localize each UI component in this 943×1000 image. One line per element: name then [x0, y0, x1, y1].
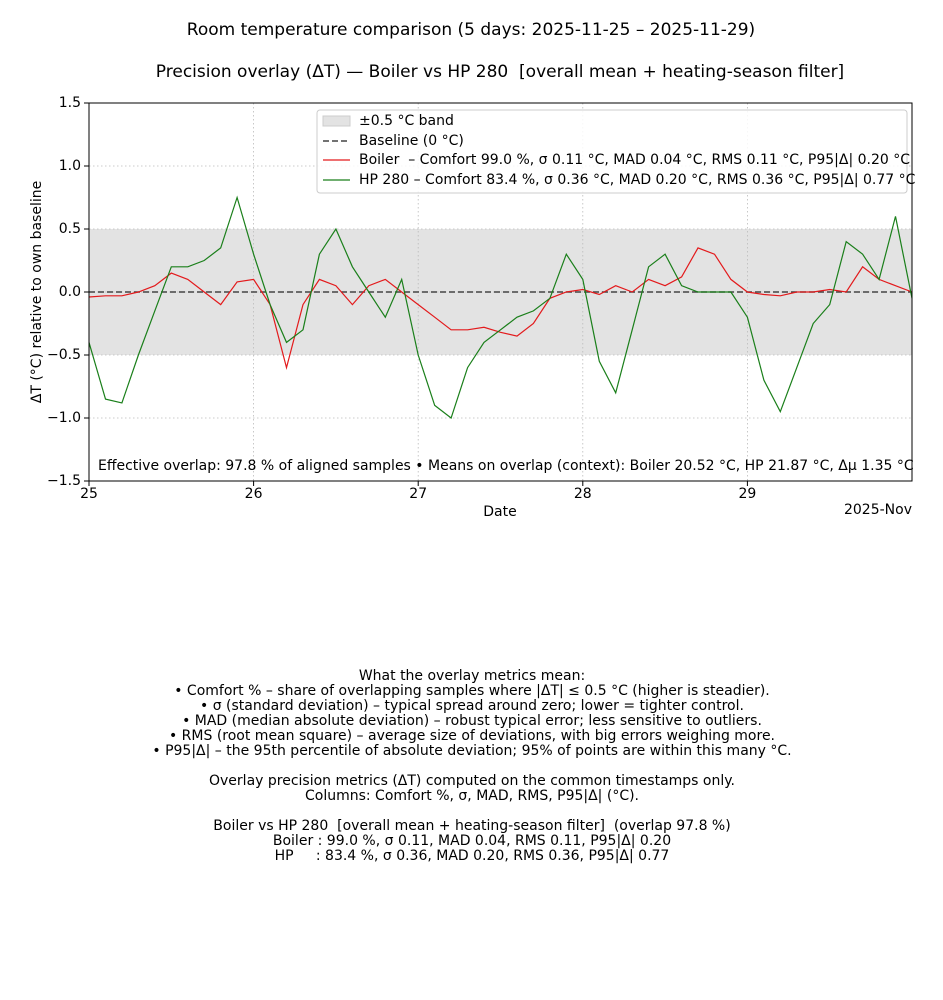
y-tick-label: 1.0 — [59, 158, 81, 174]
x-offset-label: 2025-Nov — [844, 502, 912, 518]
legend-swatch — [322, 115, 351, 127]
y-tick-label: 1.5 — [59, 95, 81, 111]
legend-label: Boiler – Comfort 99.0 %, σ 0.11 °C, MAD … — [359, 152, 910, 168]
x-tick-label: 25 — [80, 486, 98, 502]
comfort-band — [89, 229, 912, 355]
x-tick-label: 29 — [738, 486, 756, 502]
note-line: • Comfort % – share of overlapping sampl… — [174, 683, 770, 699]
note-line: Boiler vs HP 280 [overall mean + heating… — [213, 818, 730, 834]
x-axis-label: Date — [483, 504, 516, 520]
chart-subtitle: Precision overlay (ΔT) — Boiler vs HP 28… — [156, 62, 844, 82]
note-line: Overlay precision metrics (ΔT) computed … — [209, 773, 735, 789]
annotation: Effective overlap: 97.8 % of aligned sam… — [98, 458, 914, 474]
y-tick-label: 0.0 — [59, 284, 81, 300]
x-tick-label: 27 — [409, 486, 427, 502]
series-line — [88, 195, 913, 419]
note-line: • σ (standard deviation) – typical sprea… — [200, 698, 744, 714]
x-tick-label: 26 — [245, 486, 263, 502]
series-line — [88, 247, 913, 370]
legend-label: ±0.5 °C band — [359, 113, 454, 129]
note-line: Boiler : 99.0 %, σ 0.11, MAD 0.04, RMS 0… — [273, 833, 671, 849]
y-axis-label: ΔT (°C) relative to own baseline — [29, 181, 45, 403]
note-line: • RMS (root mean square) – average size … — [169, 728, 775, 744]
note-line: HP : 83.4 %, σ 0.36, MAD 0.20, RMS 0.36,… — [275, 848, 670, 864]
chart-title: Room temperature comparison (5 days: 202… — [187, 20, 755, 40]
legend-label: HP 280 – Comfort 83.4 %, σ 0.36 °C, MAD … — [359, 172, 916, 188]
note-line: • MAD (median absolute deviation) – robu… — [182, 713, 762, 729]
plot-frame — [88, 102, 913, 482]
legend-label: Baseline (0 °C) — [359, 133, 464, 149]
y-tick-label: −1.0 — [47, 410, 81, 426]
y-tick-label: −1.5 — [47, 473, 81, 489]
note-line: • P95|Δ| – the 95th percentile of absolu… — [152, 743, 791, 759]
note-line: What the overlay metrics mean: — [359, 668, 585, 684]
x-tick-label: 28 — [574, 486, 592, 502]
legend-box — [316, 109, 908, 194]
note-line: Columns: Comfort %, σ, MAD, RMS, P95|Δ| … — [305, 788, 639, 804]
y-tick-label: 0.5 — [59, 221, 81, 237]
y-tick-label: −0.5 — [47, 347, 81, 363]
